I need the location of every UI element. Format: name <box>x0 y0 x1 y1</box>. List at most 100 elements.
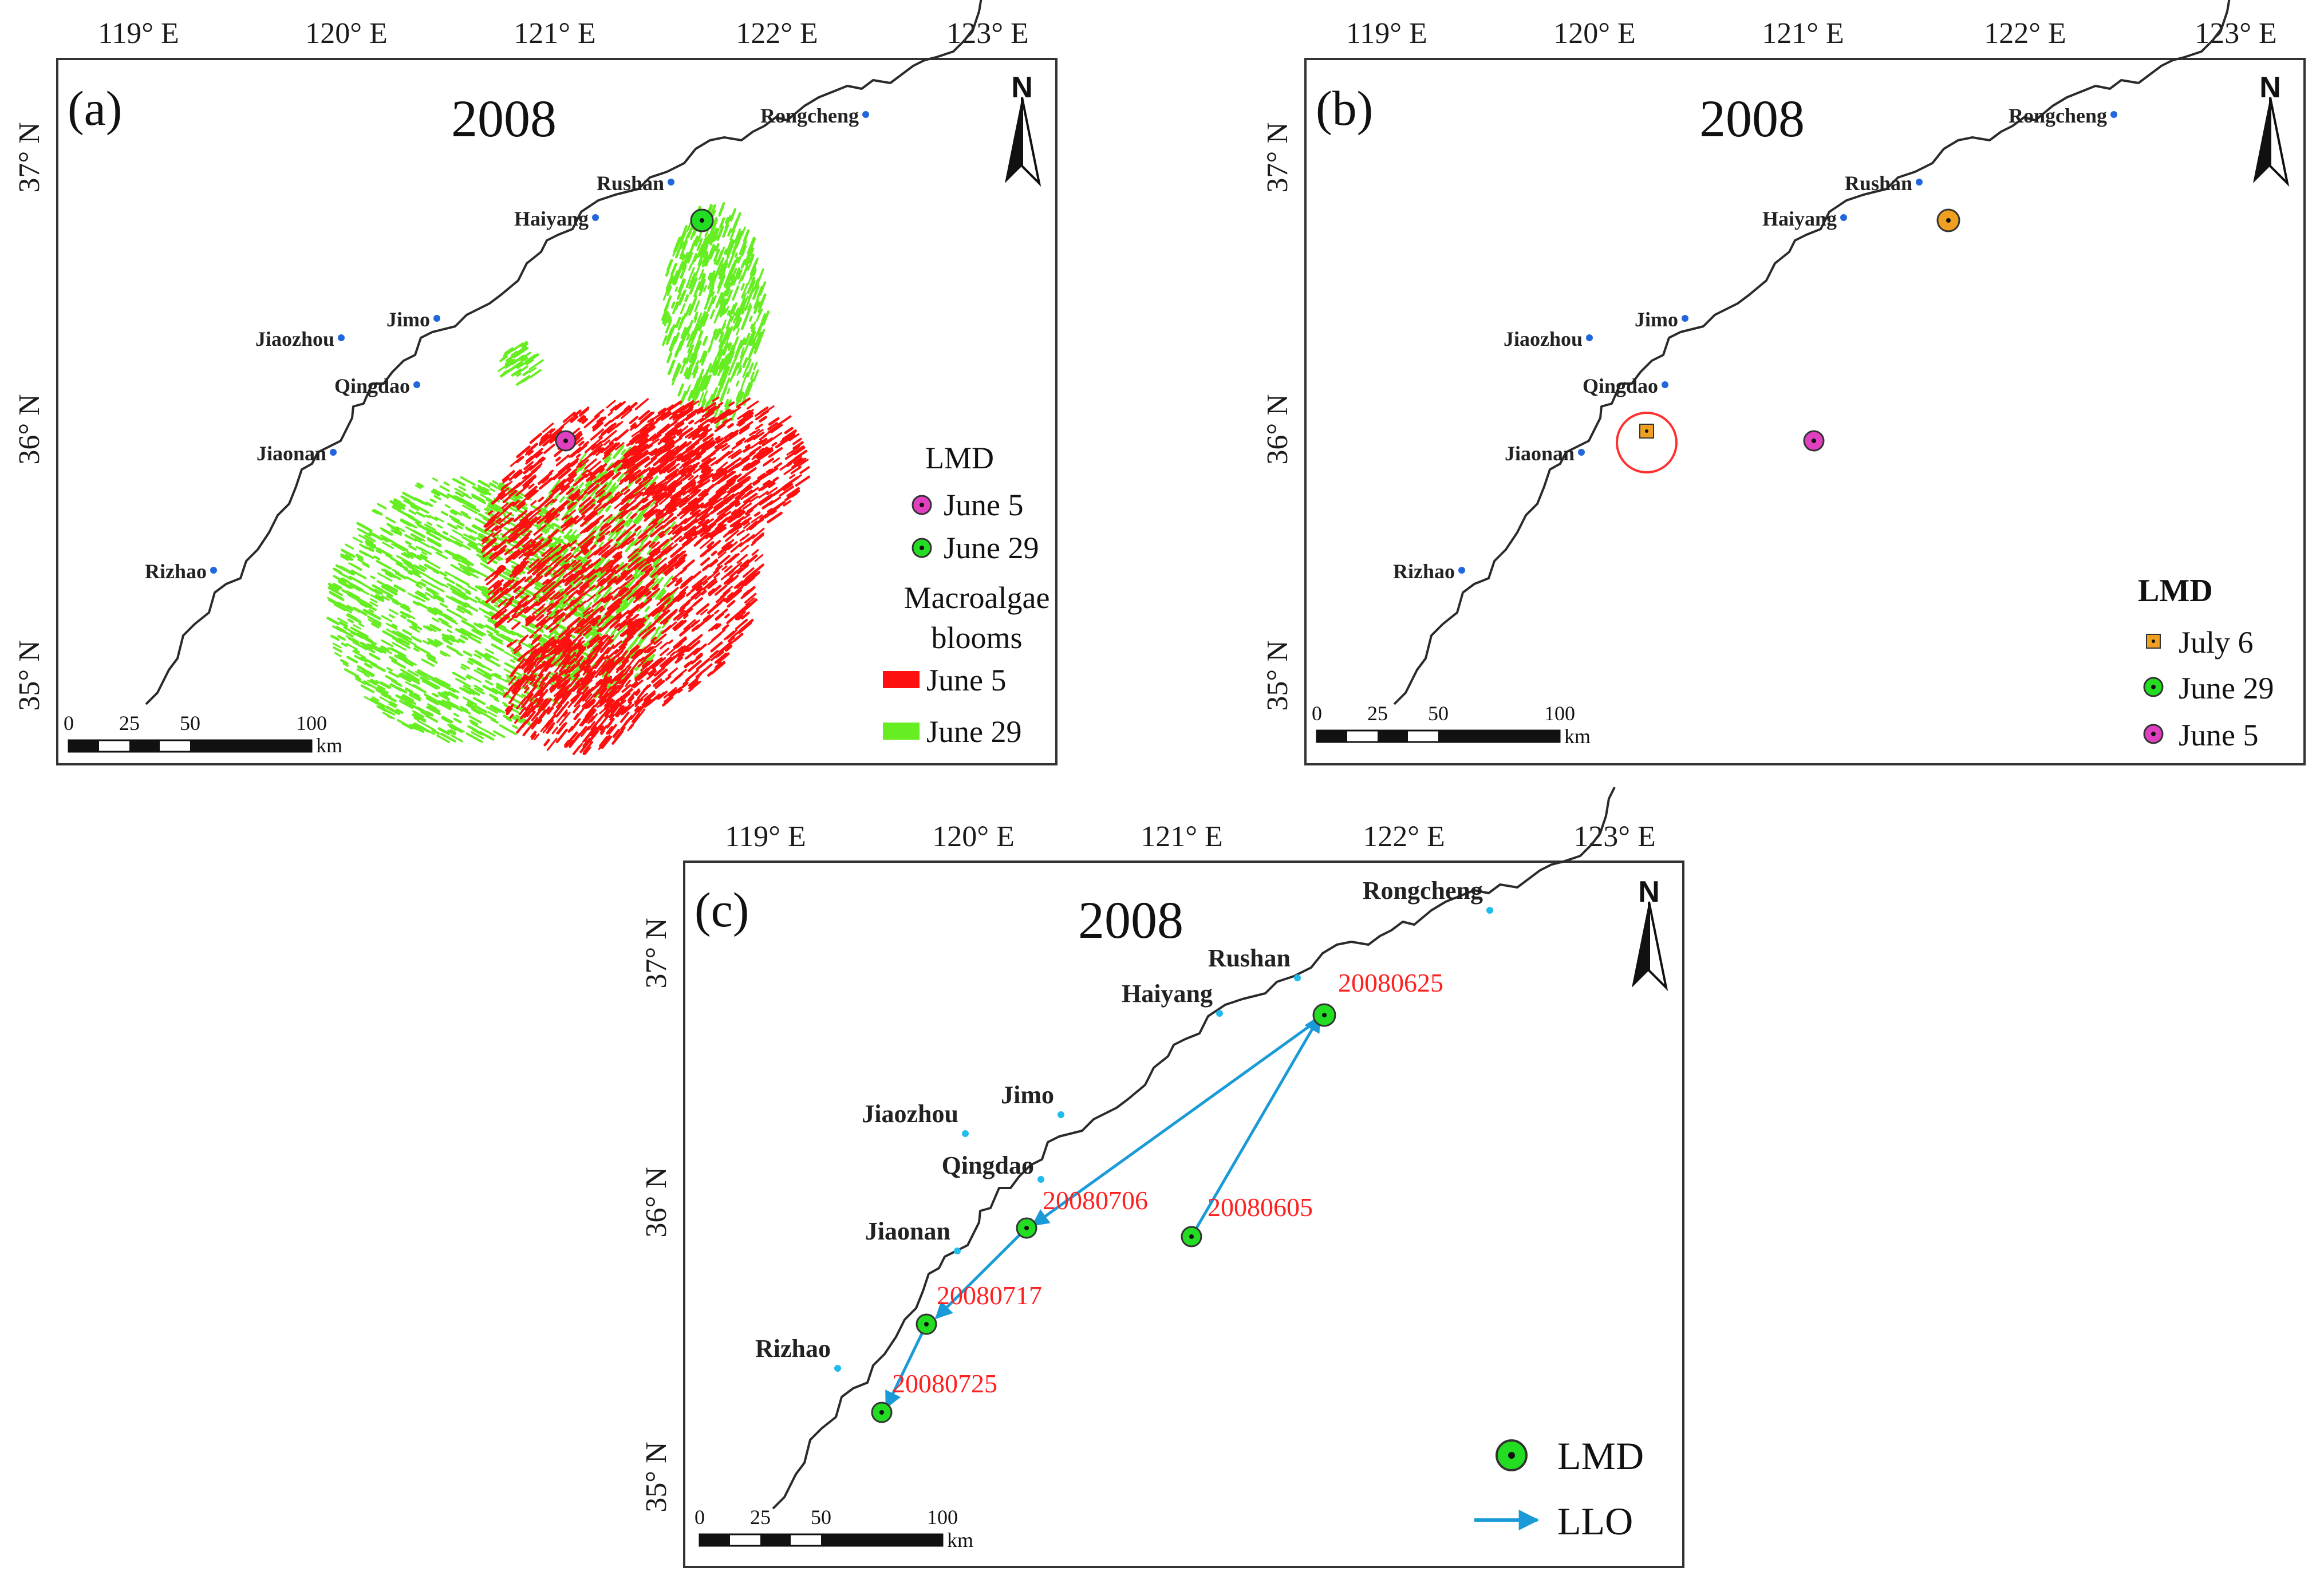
bloom-streak <box>484 648 494 654</box>
bloom-streak <box>436 735 451 743</box>
bloom-streak <box>388 703 397 709</box>
bloom-streak <box>703 314 709 327</box>
lat-tick-37: 37° N <box>13 122 46 192</box>
bloom-streak <box>740 317 748 330</box>
bloom-streak <box>743 295 749 307</box>
svg-text:36° N: 36° N <box>640 1167 673 1237</box>
bloom-streak <box>441 716 453 723</box>
bloom-streak <box>407 562 419 569</box>
bloom-streak <box>701 250 709 265</box>
bloom-streak <box>725 216 729 224</box>
svg-text:0: 0 <box>1312 702 1322 725</box>
bloom-streak <box>350 569 367 579</box>
bloom-streak <box>494 604 500 609</box>
bloom-streak <box>725 315 733 330</box>
bloom-streak <box>456 652 463 657</box>
bloom-streak <box>381 645 389 651</box>
svg-text:Qingdao: Qingdao <box>1583 374 1658 397</box>
bloom-streak <box>484 673 491 678</box>
bloom-streak <box>506 353 517 362</box>
bloom-streak <box>388 656 397 662</box>
bloom-streak <box>490 704 506 714</box>
bloom-streak <box>462 569 472 576</box>
bloom-streak <box>700 377 707 390</box>
bloom-streak <box>444 504 451 508</box>
svg-text:N: N <box>1638 875 1660 909</box>
bloom-streak <box>713 329 717 335</box>
bloom-streak <box>722 267 727 273</box>
bloom-streak <box>392 504 401 510</box>
bloom-streak <box>355 678 366 685</box>
bloom-streak <box>687 389 694 402</box>
bloom-streak <box>345 554 352 559</box>
bloom-streak <box>362 633 369 638</box>
bloom-streak <box>365 542 375 549</box>
bloom-streak <box>526 629 538 637</box>
bloom-streak <box>741 372 748 388</box>
bloom-streak <box>492 480 499 485</box>
bloom-streak <box>478 607 491 615</box>
bloom-streak <box>720 295 725 305</box>
bloom-streak <box>459 498 476 508</box>
bloom-streak <box>358 534 374 544</box>
bloom-streak <box>403 552 414 559</box>
bloom-streak <box>436 524 443 529</box>
panel-label: (c) <box>695 882 749 937</box>
bloom-streak <box>360 642 372 650</box>
bloom-streak <box>334 652 342 657</box>
bloom-streak <box>699 374 707 388</box>
bloom-streak <box>349 575 365 586</box>
bloom-streak <box>712 356 718 366</box>
city-jimo: Jimo <box>386 308 430 331</box>
svg-text:Rizhao: Rizhao <box>1393 560 1455 583</box>
north-label: N <box>1011 71 1033 104</box>
bloom-streak <box>410 661 417 666</box>
bloom-streak <box>407 592 420 600</box>
bloom-streak <box>685 303 692 317</box>
bloom-streak <box>711 222 715 230</box>
bloom-streak <box>618 660 624 665</box>
bloom-streak <box>485 652 499 661</box>
bloom-streak <box>748 286 755 300</box>
bloom-streak <box>465 528 473 533</box>
bloom-streak <box>679 251 684 260</box>
bloom-streak <box>381 615 393 622</box>
bloom-streak <box>381 639 393 648</box>
bloom-streak <box>496 633 512 643</box>
bloom-streak <box>629 723 634 729</box>
bloom-streak <box>734 346 741 362</box>
bloom-streak <box>716 340 725 358</box>
bloom-streak <box>747 277 756 294</box>
bloom-streak <box>360 667 375 676</box>
bloom-streak <box>680 303 686 314</box>
bloom-streak <box>737 256 741 264</box>
bloom-streak <box>452 477 466 487</box>
bloom-streak <box>407 565 417 572</box>
bloom-streak <box>440 652 447 657</box>
bloom-streak <box>662 311 669 325</box>
svg-text:km: km <box>947 1529 973 1552</box>
bloom-streak <box>419 676 428 682</box>
bloom-streak <box>728 304 736 317</box>
bloom-streak <box>571 612 579 617</box>
legend-june5: June 5 <box>2179 718 2258 752</box>
bloom-streak <box>372 508 383 516</box>
bloom-streak <box>581 657 587 664</box>
bloom-streak <box>674 367 680 377</box>
bloom-streak <box>728 343 732 352</box>
bloom-streak <box>516 346 527 354</box>
bloom-streak <box>337 634 346 641</box>
bloom-streak <box>460 627 477 638</box>
bloom-streak <box>716 286 721 294</box>
bloom-streak <box>486 630 494 635</box>
bloom-streak <box>471 722 486 732</box>
bloom-streak <box>695 230 703 247</box>
bloom-streak <box>346 605 361 613</box>
bloom-streak <box>429 498 437 504</box>
bloom-streak <box>370 594 382 602</box>
bloom-streak <box>408 544 417 551</box>
bloom-streak <box>408 724 418 731</box>
legend-bloom-june29: June 29 <box>926 715 1021 749</box>
bloom-streak <box>715 291 724 309</box>
bloom-streak <box>755 344 760 352</box>
